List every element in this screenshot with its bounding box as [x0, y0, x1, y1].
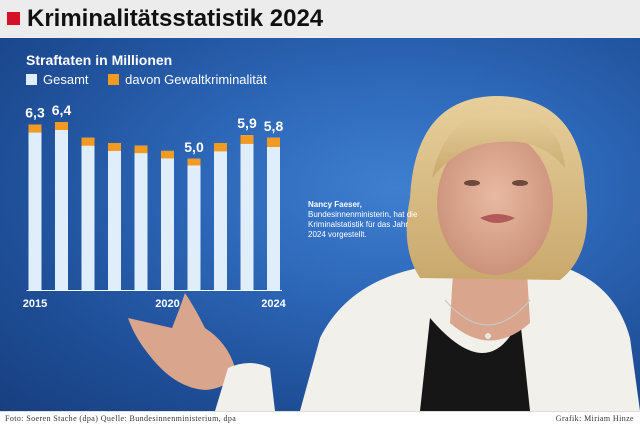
bar-total-2022	[214, 143, 227, 290]
page-title: Kriminalitätsstatistik 2024	[27, 5, 324, 32]
legend-label-total: Gesamt	[43, 72, 89, 87]
value-label-2016: 6,4	[52, 102, 72, 118]
chart-title: Straftaten in Millionen	[26, 52, 173, 68]
value-label-2021: 5,0	[184, 139, 204, 155]
value-label-2024: 5,8	[264, 118, 284, 134]
bar-total-2018	[108, 143, 121, 290]
legend-item-violent: davon Gewaltkriminalität	[108, 72, 267, 87]
bar-violent-2023	[240, 135, 254, 144]
chart-legend: Gesamt davon Gewaltkriminalität	[26, 72, 283, 88]
bar-violent-2019	[134, 145, 148, 154]
person-illustration	[128, 96, 640, 411]
bar-violent-2015	[28, 124, 42, 133]
bar-total-2019	[134, 145, 148, 290]
x-tick-label-2020: 2020	[155, 298, 179, 310]
footer-bar: Foto: Soeren Stache (dpa) Quelle: Bundes…	[0, 411, 640, 425]
caption-name: Nancy Faeser,	[308, 200, 362, 209]
background-photo	[0, 38, 640, 411]
header-bar: Kriminalitätsstatistik 2024	[0, 0, 640, 38]
bar-total-2023	[240, 135, 254, 290]
legend-swatch-total	[26, 74, 37, 85]
bar-total-2015	[28, 124, 42, 290]
bar-violent-2018	[108, 143, 121, 151]
value-label-2023: 5,9	[237, 115, 257, 131]
bar-total-2017	[81, 137, 95, 290]
footer-credits: Foto: Soeren Stache (dpa) Quelle: Bundes…	[5, 414, 237, 423]
header-marker	[7, 12, 20, 25]
bar-violent-2022	[214, 143, 227, 152]
bar-total-2021	[187, 158, 201, 290]
bar-total-2024	[267, 137, 280, 290]
footer-graphic-credit: Grafik: Miriam Hinze	[555, 414, 634, 423]
photo-caption: Nancy Faeser, Bundesinnenministerin, hat…	[308, 200, 418, 240]
legend-item-total: Gesamt	[26, 72, 89, 87]
bar-violent-2024	[267, 137, 280, 147]
caption-text: Bundesinnenministerin, hat die Kriminals…	[308, 210, 418, 239]
bar-total-2016	[55, 122, 68, 290]
bar-violent-2020	[161, 150, 174, 159]
legend-swatch-violent	[108, 74, 120, 85]
bar-violent-2017	[81, 137, 95, 146]
x-tick-label-2015: 2015	[23, 298, 47, 310]
bar-total-2020	[161, 150, 174, 290]
legend-label-violent: davon Gewaltkriminalität	[125, 72, 267, 87]
bar-violent-2021	[187, 158, 201, 166]
value-label-2015: 6,3	[25, 105, 45, 121]
x-tick-label-2024: 2024	[261, 298, 286, 310]
bar-violent-2016	[55, 122, 68, 130]
